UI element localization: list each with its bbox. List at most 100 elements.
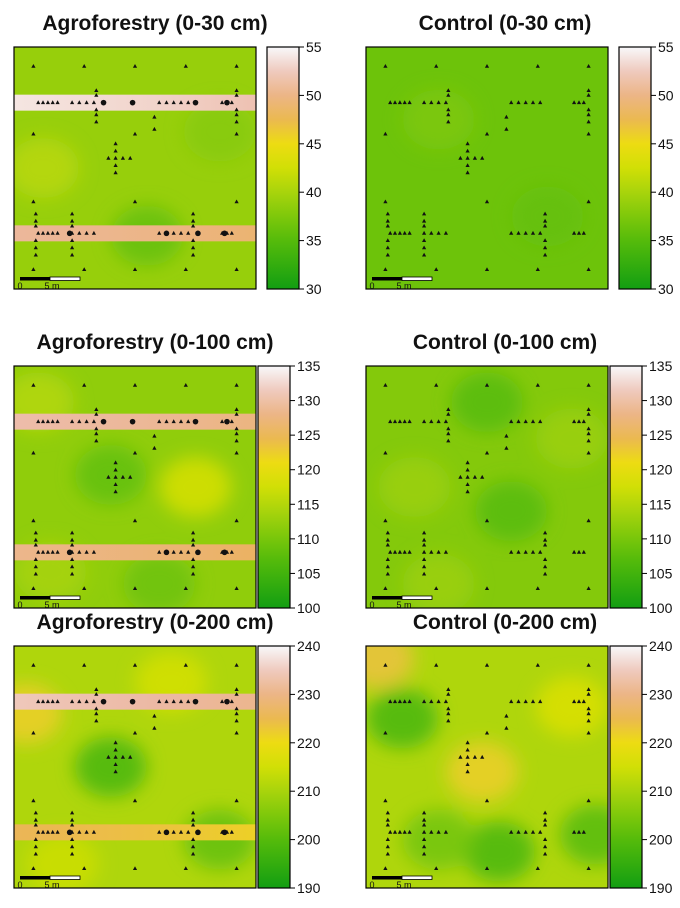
sampling-point [70,100,75,105]
sampling-point [234,706,239,711]
sampling-point [183,586,188,590]
sampling-point [113,460,118,465]
sampling-point [509,699,514,704]
sampling-point [434,64,439,68]
sampling-point [407,100,412,105]
sampling-point [40,419,46,424]
sampling-point [385,223,390,228]
sampling-point [113,740,118,745]
sampling-point [70,530,75,535]
panel-title: Agroforestry (0-200 cm) [37,611,274,634]
sampling-point [157,829,162,834]
sampling-point [530,230,536,235]
sampling-point [422,245,427,250]
field-anomalies [366,646,608,882]
sampling-point [33,810,38,815]
sampling-point [586,112,591,117]
sampling-point [446,112,451,117]
sampling-point [94,706,99,711]
colorbar-tick-label: 45 [658,136,674,152]
colorbar-tick-label: 110 [649,531,672,547]
field-background [366,47,608,289]
sampling-point [234,88,239,92]
scale-bar-end: 5 m [44,281,59,291]
sampling-point [422,557,427,561]
sampling-point [186,419,191,424]
soil-profile-point [192,418,199,425]
soil-profile-point [100,99,107,106]
sampling-point [234,107,239,112]
sampling-point [82,866,87,870]
sampling-point [385,537,390,542]
sampling-point [191,245,196,250]
sampling-point [94,88,99,92]
sampling-point [422,851,427,856]
tree-row-band-lower [14,544,256,561]
sampling-point [385,851,390,856]
sampling-point [234,119,239,124]
sampling-point [191,252,196,257]
sampling-point [480,155,485,160]
sampling-points [31,64,239,271]
scale-bar-white [49,875,81,880]
colorbar [618,46,652,290]
sampling-point [31,586,36,590]
sampling-point [220,100,225,105]
colorbar-tick-label: 105 [297,565,321,581]
heatmap-field [14,47,256,289]
sampling-point [157,230,162,235]
scale-bar-start: 0 [369,281,374,291]
sampling-point [504,126,509,131]
sampling-point [191,530,196,535]
sampling-point [220,419,225,424]
sampling-point [70,419,75,424]
sampling-point [40,549,46,554]
sampling-point [571,230,577,235]
sampling-point [33,537,38,542]
sampling-points [383,64,591,271]
sampling-point [84,699,89,704]
sampling-point [434,586,439,590]
sampling-point [484,730,490,735]
sampling-point [40,829,46,834]
heatmap-field [14,646,256,888]
sampling-point [178,230,184,235]
scale-bar-white [401,595,433,600]
sampling-point [385,844,390,849]
sampling-point [36,829,41,834]
sampling-point [77,100,82,105]
sampling-point [82,383,87,387]
sampling-point [94,438,99,443]
sampling-point [191,211,196,216]
sampling-point [234,131,239,136]
sampling-point [542,211,548,216]
soil-profile-point [66,549,73,556]
scale-bar-black [20,876,50,880]
soil-profile-point [192,698,199,705]
sampling-point [571,100,577,105]
sampling-point [385,810,390,815]
sampling-point [113,467,118,472]
colorbar [257,645,291,889]
sampling-point [586,426,591,431]
sampling-point [422,252,427,257]
sampling-point [229,230,234,235]
colorbar-tick-label: 45 [306,136,322,152]
sampling-point [113,474,118,479]
sampling-point [542,564,548,569]
sampling-point [422,837,427,841]
sampling-point [191,557,196,561]
sampling-point [385,542,390,547]
sampling-point [50,419,55,424]
sampling-point [94,687,99,691]
sampling-point [509,230,514,235]
sampling-point [84,419,89,424]
sampling-point [571,549,577,554]
sampling-point [55,230,60,235]
sampling-point [94,426,99,431]
sampling-point [234,407,239,411]
scale-bar-white [49,276,81,281]
sampling-point [234,112,239,117]
sampling-point [465,170,470,175]
sampling-point [36,230,41,235]
